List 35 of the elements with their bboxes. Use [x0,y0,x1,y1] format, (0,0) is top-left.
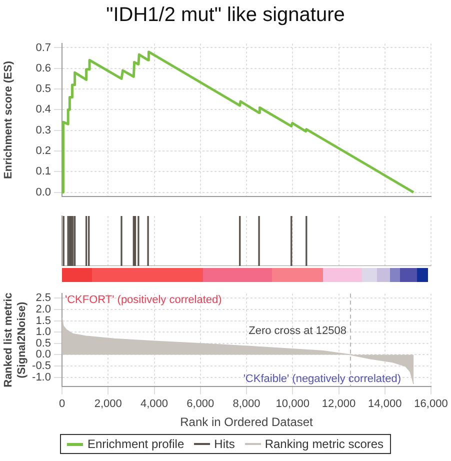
y-tick-label: 1.0 [36,326,51,338]
legend-label: Hits [214,437,235,451]
y-tick-label: 0.0 [36,348,51,361]
y-tick-label: 0.2 [36,145,51,158]
y-tick-label: 2.0 [36,303,51,316]
y-tick-label: 0.0 [36,186,51,198]
y-tick-label: -0.5 [32,360,51,372]
y-tick-label: -1.0 [32,371,51,384]
y-tick-label: 2.5 [36,292,51,304]
x-tick-label: 12,000 [322,398,356,410]
annotation: 'CKfaible' (negatively correlated) [243,372,401,385]
y-tick-label: 1.5 [36,314,51,327]
x-tick-label: 14,000 [368,398,402,410]
y-tick-label: 0.1 [36,166,51,178]
x-axis-title: Rank in Ordered Dataset [180,415,314,430]
y-axis-title: Enrichment score (ES) [2,60,15,179]
y-tick-label: 0.6 [36,62,51,74]
x-tick-label: 16,000 [414,398,448,410]
y-tick-label: 0.5 [36,337,51,350]
legend-label: Enrichment profile [87,437,184,451]
y-tick-label: 0.3 [36,124,51,136]
x-tick-label: 2,000 [94,398,122,410]
x-tick-label: 0 [58,398,66,410]
ref-line-label: Zero cross at 12508 [248,324,346,337]
y-tick-label: 0.7 [36,42,51,54]
y-tick-label: 0.4 [36,104,51,116]
y-tick-label: 0.5 [36,83,51,96]
x-tick-label: 10,000 [276,398,310,410]
x-tick-label: 8,000 [232,398,260,410]
annotation: 'CKFORT' (positively correlated) [65,294,222,306]
legend-label: Ranking metric scores [264,437,384,451]
y-axis-title: Ranked list metric (Signal2Noise) [2,292,28,388]
x-tick-label: 4,000 [140,398,168,410]
x-tick-label: 6,000 [186,398,214,410]
chart-title: "IDH1/2 mut" like signature [105,4,346,27]
